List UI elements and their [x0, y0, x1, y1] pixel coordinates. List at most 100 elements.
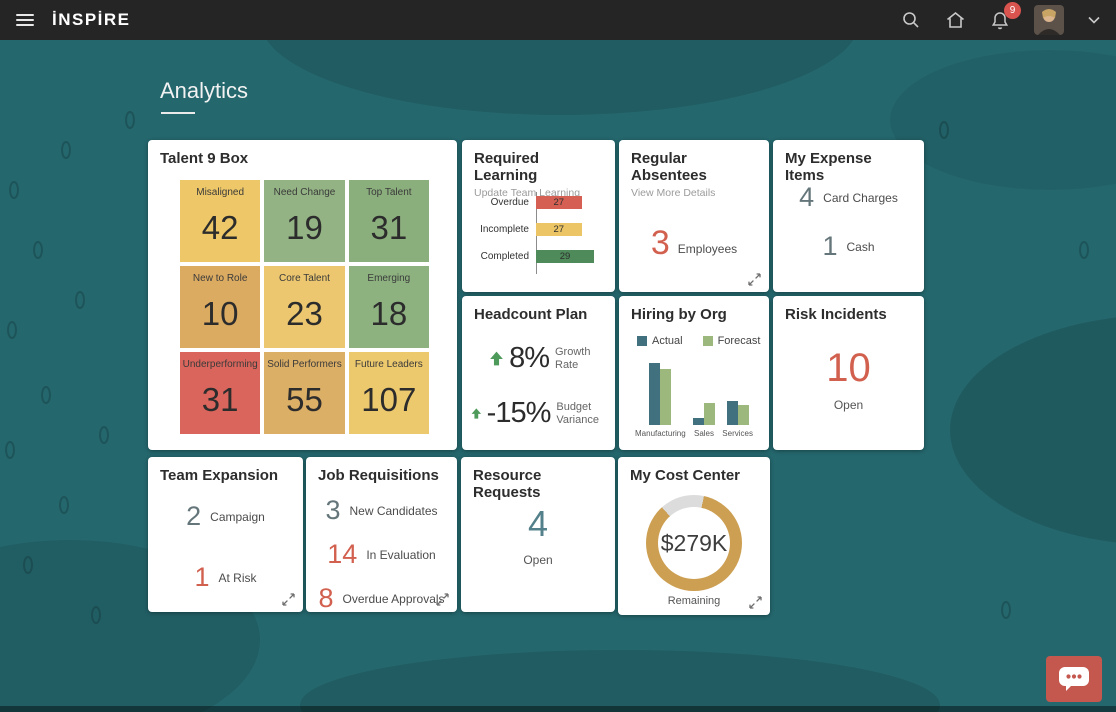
metric-label: Growth Rate	[555, 345, 591, 371]
bar: 29	[536, 250, 594, 263]
bar: 27	[536, 196, 582, 209]
talent-tile-value: 19	[286, 209, 323, 246]
bar-forecast	[704, 403, 715, 425]
expand-icon[interactable]	[749, 596, 762, 609]
stat-row: 2 Campaign	[186, 501, 265, 532]
card-hiring-by-org[interactable]: Hiring by Org Actual Forecast Manufactur…	[619, 296, 769, 450]
bar-label: Overdue	[490, 197, 529, 208]
card-job-requisitions[interactable]: Job Requisitions 3 New Candidates 14 In Eva…	[306, 457, 457, 614]
stat-row: 1 Cash	[822, 231, 874, 262]
top-navigation-bar: İNSPİRE 9	[0, 0, 1116, 40]
notification-badge: 9	[1004, 1, 1021, 19]
metric-value: 8%	[509, 342, 550, 374]
card-title: Regular Absentees	[631, 150, 707, 184]
card-title: Team Expansion	[160, 467, 279, 484]
talent-tile-7[interactable]: Solid Performers 55	[264, 352, 345, 434]
talent-9-box-grid: Misaligned 42 Need Change 19 Top Talent 31 New…	[180, 180, 429, 434]
talent-tile-5[interactable]: Emerging 18	[348, 266, 429, 348]
bar-value: 27	[553, 197, 565, 208]
chevron-down-icon[interactable]	[1088, 16, 1100, 24]
stat-value: 2	[186, 501, 202, 531]
stat-label: Campaign	[210, 509, 265, 524]
avatar[interactable]	[1034, 5, 1064, 35]
talent-tile-label: Future Leaders	[354, 359, 423, 370]
talent-tile-value: 18	[370, 295, 408, 332]
notifications-bell-icon[interactable]: 9	[990, 1, 1021, 31]
legend-item-forecast: Forecast	[702, 335, 760, 347]
required-learning-bar-chart: Overdue 27 Incomplete 27 Completed 29	[470, 192, 603, 278]
stat-value: 4	[799, 182, 815, 212]
expand-icon[interactable]	[282, 593, 295, 606]
talent-tile-label: Need Change	[273, 187, 336, 198]
page-title-underline	[161, 112, 195, 114]
card-title: My Expense Items	[785, 150, 872, 184]
menu-icon[interactable]	[16, 14, 34, 26]
card-my-expense-items[interactable]: My Expense Items 4 Card Charges 1 Cash	[773, 140, 924, 292]
bar-forecast	[660, 369, 672, 425]
card-team-expansion[interactable]: Team Expansion 2 Campaign 1 At Risk	[148, 457, 303, 612]
category-label: Services	[722, 429, 753, 438]
legend-swatch	[637, 336, 647, 346]
talent-tile-8[interactable]: Future Leaders 107	[348, 352, 429, 434]
talent-tile-value: 42	[201, 209, 239, 246]
category-label: Manufacturing	[635, 429, 686, 438]
stat-value: 8	[318, 583, 334, 613]
bar-value: 27	[553, 224, 565, 235]
stat-label: Overdue Approvals	[342, 591, 445, 606]
card-title: My Cost Center	[630, 467, 741, 484]
talent-tile-2[interactable]: Top Talent 31	[348, 180, 429, 262]
card-headcount-plan[interactable]: Headcount Plan 8% Growth Rate -15% Budge…	[462, 296, 615, 450]
card-title: Hiring by Org	[631, 306, 727, 323]
search-icon[interactable]	[901, 10, 921, 30]
stat-row: 8 Overdue Approvals	[318, 583, 444, 614]
talent-tile-label: Emerging	[367, 273, 411, 284]
headcount-metrics: 8% Growth Rate -15% Budget Variance	[470, 342, 605, 430]
stat-label: Cash	[846, 239, 875, 254]
talent-tile-label: Solid Performers	[267, 359, 342, 370]
talent-tile-1[interactable]: Need Change 19	[264, 180, 345, 262]
brand-logo[interactable]: İNSPİRE	[52, 10, 131, 29]
card-title: Risk Incidents	[785, 306, 887, 323]
expand-icon[interactable]	[748, 273, 761, 286]
card-required-learning[interactable]: Required Learning Update Team Learning O…	[462, 140, 615, 292]
talent-tile-value: 31	[370, 209, 408, 246]
stat-row: 3 New Candidates	[325, 495, 437, 526]
talent-tile-label: Top Talent	[366, 187, 412, 198]
card-risk-incidents[interactable]: Risk Incidents 10 Open	[773, 296, 924, 450]
talent-tile-label: Underperforming	[182, 359, 258, 370]
up-arrow-icon	[490, 351, 503, 366]
bar: 27	[536, 223, 582, 236]
stat-row: 14 In Evaluation	[327, 539, 435, 570]
stat-value: 3	[325, 495, 341, 525]
talent-tile-value: 31	[201, 381, 239, 418]
card-my-cost-center[interactable]: My Cost Center $279K Remaining	[618, 457, 770, 615]
hiring-bar-group-sales: Sales	[693, 361, 715, 438]
talent-tile-value: 23	[286, 295, 323, 332]
card-regular-absentees[interactable]: Regular Absentees View More Details 3 Em…	[619, 140, 769, 292]
expand-icon[interactable]	[436, 593, 449, 606]
talent-tile-3[interactable]: New to Role 10	[180, 266, 261, 348]
talent-tile-4[interactable]: Core Talent 23	[264, 266, 345, 348]
learning-bar-row: Incomplete 27	[470, 223, 603, 236]
talent-tile-0[interactable]: Misaligned 42	[180, 180, 261, 262]
home-icon[interactable]	[945, 10, 966, 30]
bar-forecast	[737, 405, 749, 425]
talent-tile-6[interactable]: Underperforming 31	[180, 352, 261, 434]
metric-growth-rate: 8% Growth Rate	[470, 342, 605, 375]
risk-label: Open	[833, 398, 864, 412]
talent-tile-label: Misaligned	[196, 187, 245, 198]
learning-bar-row: Overdue 27	[470, 196, 603, 209]
chat-button[interactable]	[1046, 656, 1102, 702]
job-requisitions-list: 3 New Candidates 14 In Evaluation 8 Overdue A…	[306, 495, 457, 614]
talent-tile-value: 107	[361, 381, 417, 418]
absentees-label: Employees	[677, 241, 738, 256]
category-label: Sales	[693, 429, 714, 438]
card-resource-requests[interactable]: Resource Requests 4 Open	[461, 457, 615, 612]
resource-requests-value: 4	[527, 503, 549, 544]
stat-label: New Candidates	[349, 503, 438, 518]
talent-tile-label: New to Role	[192, 273, 248, 284]
bar-label: Completed	[480, 251, 529, 262]
cost-center-label: Remaining	[667, 595, 721, 607]
card-talent-9-box[interactable]: Talent 9 Box Misaligned 42 Need Change 19 To…	[148, 140, 457, 450]
expense-items-list: 4 Card Charges 1 Cash	[773, 182, 924, 262]
